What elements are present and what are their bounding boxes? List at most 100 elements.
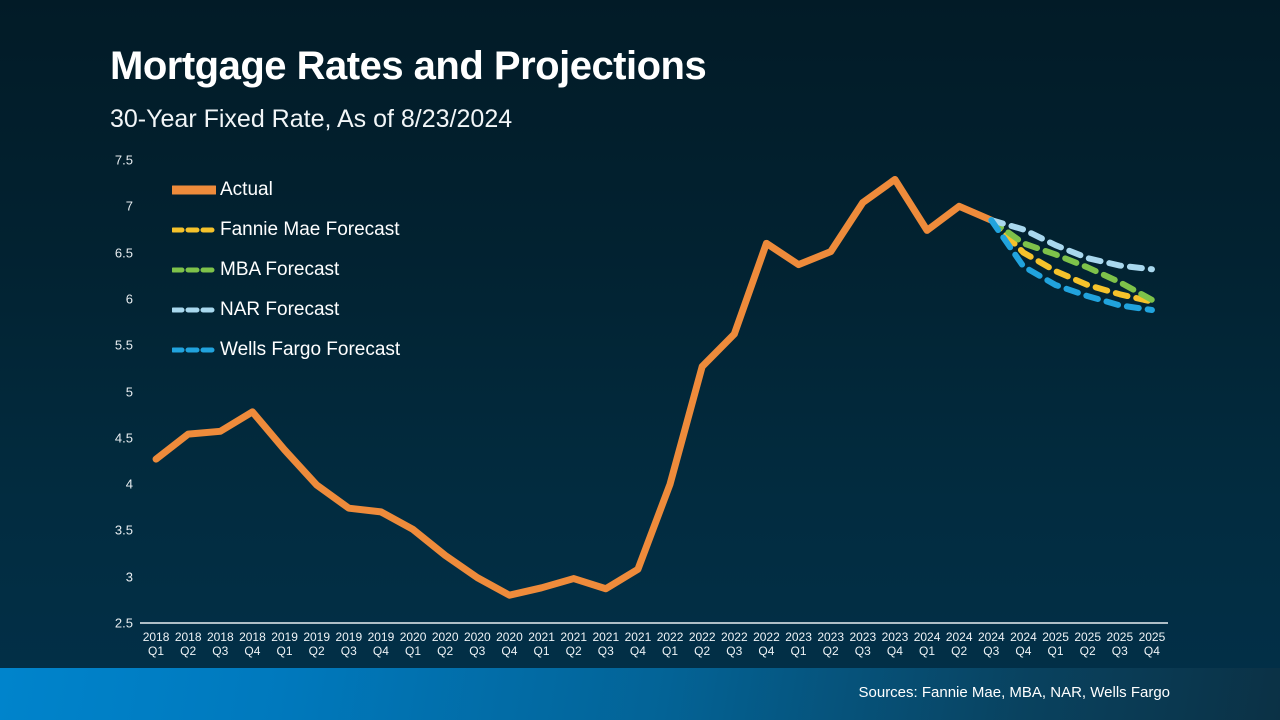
y-axis-tick-label: 5 <box>125 384 133 399</box>
series-line-mba <box>988 217 1155 303</box>
x-axis-tick-label: 2018 Q4 <box>239 630 266 658</box>
legend-item-wells-fargo[interactable]: Wells Fargo Forecast <box>170 330 401 370</box>
x-axis-tick-label: 2023 Q4 <box>882 630 909 658</box>
legend-swatch-icon <box>170 222 218 238</box>
x-tick-year: 2021 <box>528 630 555 644</box>
x-tick-year: 2024 <box>945 630 973 644</box>
x-tick-quarter: Q4 <box>501 644 518 658</box>
x-axis-tick-label: 2018 Q3 <box>207 630 234 658</box>
x-tick-year: 2022 <box>688 630 716 644</box>
legend-item-actual[interactable]: Actual <box>168 170 400 210</box>
legend-swatch-icon <box>168 182 220 198</box>
x-tick-quarter: Q4 <box>886 644 903 658</box>
x-axis-tick-label: 2024 Q1 <box>914 630 941 658</box>
x-tick-year: 2018 <box>142 630 170 644</box>
x-tick-year: 2023 <box>785 630 812 644</box>
x-axis-tick-label: 2024 Q4 <box>1010 630 1037 658</box>
x-tick-quarter: Q2 <box>1079 644 1096 658</box>
y-axis-tick-label: 7 <box>125 198 133 214</box>
legend-item-nar[interactable]: NAR Forecast <box>170 290 400 330</box>
x-tick-year: 2022 <box>753 630 780 644</box>
x-axis-tick-label: 2023 Q1 <box>785 630 812 658</box>
x-tick-quarter: Q2 <box>694 644 711 658</box>
x-tick-year: 2020 <box>463 630 491 644</box>
x-tick-quarter: Q3 <box>983 644 1000 658</box>
x-tick-quarter: Q3 <box>854 644 871 658</box>
x-tick-year: 2024 <box>1010 630 1037 644</box>
x-axis-tick-label: 2021 Q1 <box>528 630 555 658</box>
chart-legend: Actual Fannie Mae Forecast MBA Forecast NAR… <box>168 170 401 370</box>
x-tick-year: 2020 <box>431 630 459 644</box>
x-tick-year: 2022 <box>720 630 748 644</box>
x-tick-year: 2025 <box>1138 630 1166 644</box>
x-tick-year: 2020 <box>496 630 523 644</box>
y-axis-tick-label: 7.5 <box>114 152 133 168</box>
x-tick-quarter: Q3 <box>340 644 357 658</box>
x-tick-quarter: Q1 <box>276 644 293 658</box>
x-axis-tick-label: 2023 Q2 <box>817 630 844 658</box>
x-axis-tick-label: 2025 Q3 <box>1106 630 1133 658</box>
x-axis-tick-label: 2018 Q2 <box>175 630 202 658</box>
x-tick-quarter: Q3 <box>597 644 614 658</box>
y-axis-tick-label: 3.5 <box>114 522 133 538</box>
x-tick-quarter: Q4 <box>758 644 775 658</box>
x-axis-tick-label: 2025 Q4 <box>1139 630 1166 658</box>
x-tick-year: 2024 <box>977 630 1005 644</box>
x-tick-year: 2020 <box>399 630 427 644</box>
x-axis-tick-label: 2020 Q1 <box>400 630 427 658</box>
x-tick-year: 2023 <box>817 630 845 644</box>
x-tick-quarter: Q3 <box>212 644 229 658</box>
x-tick-year: 2025 <box>1074 630 1102 644</box>
x-axis-tick-label: 2018 Q1 <box>143 630 170 658</box>
x-tick-year: 2018 <box>174 630 202 644</box>
x-tick-year: 2021 <box>624 630 652 644</box>
legend-item-label: NAR Forecast <box>220 299 340 320</box>
x-tick-year: 2023 <box>849 630 877 644</box>
x-tick-quarter: Q1 <box>533 644 550 658</box>
x-tick-year: 2021 <box>560 630 588 644</box>
x-tick-quarter: Q1 <box>148 644 165 658</box>
series-line-actual <box>152 175 995 599</box>
legend-swatch-icon <box>170 302 218 318</box>
x-tick-quarter: Q2 <box>565 644 582 658</box>
legend-item-label: Wells Fargo Forecast <box>220 339 401 360</box>
x-tick-quarter: Q1 <box>405 644 422 658</box>
series-group <box>152 175 1155 599</box>
page-title: Mortgage Rates and Projections <box>110 44 707 88</box>
x-axis-tick-label: 2022 Q2 <box>689 630 716 658</box>
x-tick-quarter: Q4 <box>244 644 261 658</box>
x-tick-quarter: Q4 <box>629 644 646 658</box>
x-tick-quarter: Q2 <box>437 644 454 658</box>
legend-item-fannie-mae[interactable]: Fannie Mae Forecast <box>170 210 400 250</box>
x-tick-quarter: Q4 <box>372 644 389 658</box>
x-tick-quarter: Q2 <box>951 644 968 658</box>
x-tick-year: 2025 <box>1106 630 1134 644</box>
series-line-nar <box>988 217 1155 273</box>
x-axis-tick-label: 2024 Q2 <box>946 630 973 658</box>
x-tick-quarter: Q1 <box>919 644 936 658</box>
x-axis-tick-label: 2022 Q1 <box>657 630 684 658</box>
x-axis-tick-label: 2019 Q1 <box>271 630 298 658</box>
x-axis-tick-label: 2021 Q2 <box>560 630 587 658</box>
x-tick-quarter: Q4 <box>1015 644 1032 658</box>
x-tick-quarter: Q1 <box>790 644 807 658</box>
x-tick-year: 2019 <box>271 630 298 644</box>
y-axis-tick-label: 2.5 <box>114 615 133 631</box>
legend-item-mba[interactable]: MBA Forecast <box>170 250 400 290</box>
legend-item-label: Actual <box>220 179 273 200</box>
y-axis-tick-label: 4.5 <box>114 430 133 446</box>
x-tick-year: 2022 <box>656 630 684 644</box>
x-axis-tick-label: 2020 Q3 <box>464 630 491 658</box>
x-tick-year: 2018 <box>206 630 234 644</box>
y-axis-tick-label: 5.5 <box>114 337 133 353</box>
x-tick-quarter: Q3 <box>1111 644 1128 658</box>
x-tick-year: 2024 <box>913 630 941 644</box>
x-tick-quarter: Q2 <box>180 644 197 658</box>
x-tick-year: 2019 <box>303 630 331 644</box>
x-axis-tick-label: 2024 Q3 <box>978 630 1005 658</box>
x-axis-tick-label: 2025 Q1 <box>1042 630 1069 658</box>
y-axis-tick-label: 6.5 <box>114 245 133 261</box>
legend-swatch-icon <box>170 262 218 278</box>
